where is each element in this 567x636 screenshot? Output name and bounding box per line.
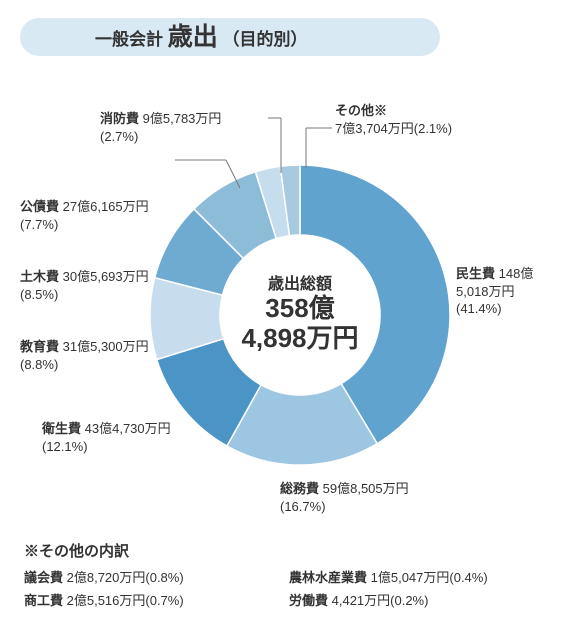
page-title: 一般会計 歳出 （目的別） [95, 18, 307, 59]
title-prefix: 一般会計 [95, 30, 163, 49]
footnote-item: 労働費 4,421万円(0.2%) [289, 590, 544, 609]
footnote-value: 2億8,720万円(0.8%) [67, 570, 184, 585]
footnote-title: ※その他の内訳 [24, 540, 544, 561]
footnote-item: 商工費 2億5,516万円(0.7%) [24, 590, 279, 609]
footnote-value: 1億5,047万円(0.4%) [371, 570, 488, 585]
footnote-label: 労働費 [289, 593, 332, 608]
footnote-value: 4,421万円(0.2%) [332, 593, 429, 608]
footnote-section: ※その他の内訳 議会費 2億8,720万円(0.8%) 農林水産業費 1億5,04… [24, 540, 544, 609]
footnote-item: 農林水産業費 1億5,047万円(0.4%) [289, 567, 544, 586]
title-main: 歳出 [168, 23, 218, 51]
title-suffix: （目的別） [222, 30, 307, 49]
donut-chart-svg [0, 60, 567, 540]
footnote-item: 議会費 2億8,720万円(0.8%) [24, 567, 279, 586]
footnote-label: 農林水産業費 [289, 570, 371, 585]
footnote-grid: 議会費 2億8,720万円(0.8%) 農林水産業費 1億5,047万円(0.4%… [24, 567, 544, 609]
footnote-label: 議会費 [24, 570, 67, 585]
donut-chart: 歳出総額358億4,898万円民生費 148億5,018万円(41.4%)総務費… [0, 60, 567, 540]
footnote-value: 2億5,516万円(0.7%) [67, 593, 184, 608]
footnote-label: 商工費 [24, 593, 67, 608]
